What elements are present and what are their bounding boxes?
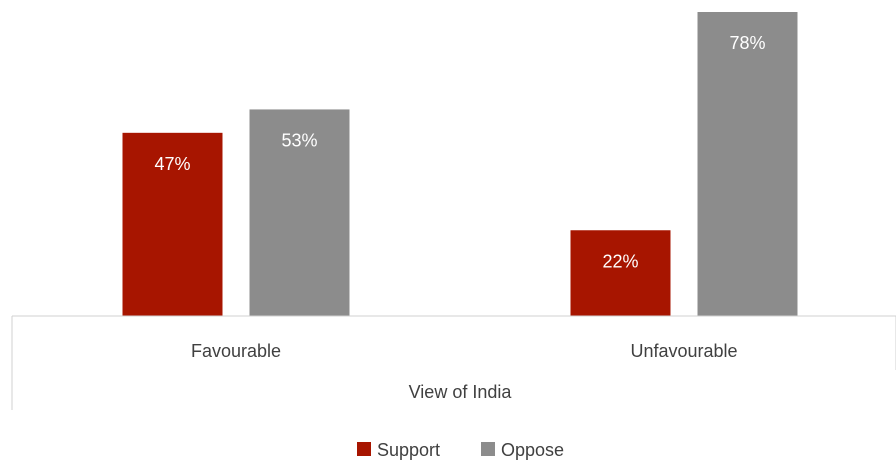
legend: Support Oppose [357,440,564,460]
legend-label-oppose: Oppose [501,440,564,460]
category-label-unfavourable: Unfavourable [630,341,737,361]
data-label-support-unfavourable: 22% [602,251,638,271]
bar-oppose-favourable [249,109,350,316]
bar-oppose-unfavourable [697,12,798,316]
bar-support-unfavourable [570,230,671,316]
x-axis-title: View of India [409,382,513,402]
data-label-oppose-favourable: 53% [281,130,317,150]
data-label-oppose-unfavourable: 78% [729,33,765,53]
legend-label-support: Support [377,440,440,460]
category-labels: Favourable Unfavourable [191,341,738,361]
legend-swatch-oppose [481,442,495,456]
data-label-support-favourable: 47% [154,154,190,174]
category-axis [11,315,896,410]
bar-support-favourable [122,132,223,316]
legend-swatch-support [357,442,371,456]
category-label-favourable: Favourable [191,341,281,361]
bars: 47% 53% 22% 78% [122,12,798,316]
